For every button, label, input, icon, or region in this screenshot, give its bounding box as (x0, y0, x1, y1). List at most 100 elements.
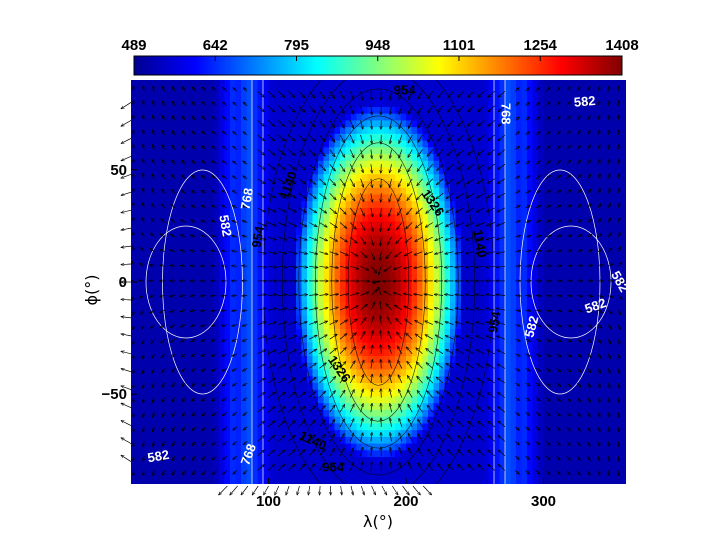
heatmap-cell (340, 282, 347, 290)
heatmap-cell (318, 282, 325, 290)
heatmap-cell (241, 322, 248, 330)
heatmap-cell (472, 356, 479, 364)
heatmap-cell (131, 234, 138, 243)
heatmap-cell (494, 147, 501, 155)
heatmap-cell (521, 376, 528, 384)
heatmap-cell (615, 409, 622, 418)
heatmap-cell (576, 255, 583, 263)
heatmap-cell (554, 423, 561, 431)
heatmap-cell (521, 167, 528, 175)
heatmap-cell (406, 127, 413, 135)
heatmap-cell (499, 423, 506, 431)
heatmap-cell (571, 308, 578, 317)
heatmap-cell (169, 275, 176, 283)
heatmap-cell (582, 268, 589, 276)
heatmap-cell (345, 376, 352, 384)
heatmap-cell (345, 113, 352, 121)
heatmap-cell (620, 423, 626, 431)
heatmap-cell (257, 282, 264, 290)
heatmap-cell (362, 248, 369, 256)
heatmap-cell (472, 207, 479, 216)
heatmap-cell (373, 113, 380, 121)
heatmap-cell (389, 147, 396, 155)
heatmap-cell (477, 113, 484, 121)
heatmap-cell (197, 80, 204, 88)
heatmap-cell (208, 409, 215, 418)
heatmap-cell (587, 288, 594, 297)
heatmap-cell (213, 335, 220, 344)
heatmap-cell (466, 356, 473, 364)
heatmap-cell (450, 106, 457, 115)
heatmap-cell (257, 241, 264, 249)
heatmap-cell (450, 403, 457, 411)
heatmap-cell (428, 443, 435, 451)
heatmap-cell (450, 147, 457, 155)
heatmap-cell (164, 93, 171, 101)
heatmap-cell (466, 322, 473, 330)
heatmap-cell (169, 362, 176, 371)
heatmap-cell (543, 436, 550, 445)
heatmap-cell (290, 443, 297, 451)
heatmap-cell (164, 255, 171, 263)
heatmap-cell (186, 322, 193, 330)
heatmap-cell (505, 308, 512, 317)
heatmap-cell (334, 416, 341, 424)
heatmap-cell (318, 430, 325, 438)
heatmap-cell (345, 416, 352, 424)
heatmap-cell (428, 356, 435, 364)
heatmap-cell (560, 207, 567, 216)
heatmap-cell (219, 383, 226, 391)
heatmap-cell (186, 356, 193, 364)
heatmap-cell (576, 80, 583, 88)
heatmap-cell (191, 248, 198, 256)
heatmap-cell (417, 187, 424, 196)
heatmap-cell (499, 282, 506, 290)
heatmap-cell (439, 127, 446, 135)
heatmap-cell (246, 443, 253, 451)
heatmap-cell (131, 80, 138, 88)
heatmap-cell (609, 349, 616, 357)
heatmap-cell (345, 93, 352, 101)
heatmap-cell (494, 100, 501, 108)
heatmap-cell (620, 221, 626, 229)
heatmap-cell (516, 282, 523, 290)
heatmap-cell (433, 315, 440, 323)
heatmap-cell (571, 409, 578, 418)
heatmap-cell (197, 255, 204, 263)
heatmap-cell (175, 362, 182, 371)
heatmap-cell (384, 443, 391, 451)
heatmap-cell (279, 450, 286, 458)
heatmap-cell (246, 396, 253, 404)
heatmap-cell (142, 214, 149, 222)
heatmap-cell (307, 221, 314, 229)
heatmap-cell (472, 443, 479, 451)
heatmap-cell (367, 147, 374, 155)
heatmap-cell (604, 214, 611, 222)
heatmap-cell (571, 181, 578, 189)
heatmap-cell (593, 369, 600, 377)
heatmap-cell (164, 430, 171, 438)
heatmap-cell (532, 113, 539, 121)
heatmap-cell (290, 349, 297, 357)
heatmap-cell (565, 106, 572, 115)
heatmap-cell (488, 174, 495, 182)
heatmap-cell (367, 187, 374, 196)
heatmap-cell (279, 167, 286, 175)
heatmap-cell (598, 207, 605, 216)
heatmap-cell (312, 383, 319, 391)
heatmap-cell (428, 396, 435, 404)
heatmap-cell (186, 160, 193, 169)
heatmap-cell (620, 329, 626, 337)
heatmap-cell (593, 86, 600, 95)
heatmap-cell (373, 416, 380, 424)
heatmap-cell (351, 389, 358, 398)
heatmap-cell (384, 403, 391, 411)
heatmap-cell (521, 396, 528, 404)
heatmap-cell (587, 436, 594, 445)
heatmap-cell (433, 113, 440, 121)
heatmap-cell (351, 376, 358, 384)
heatmap-cell (494, 329, 501, 337)
heatmap-cell (131, 248, 138, 256)
heatmap-cell (411, 308, 418, 317)
heatmap-cell (444, 86, 451, 95)
